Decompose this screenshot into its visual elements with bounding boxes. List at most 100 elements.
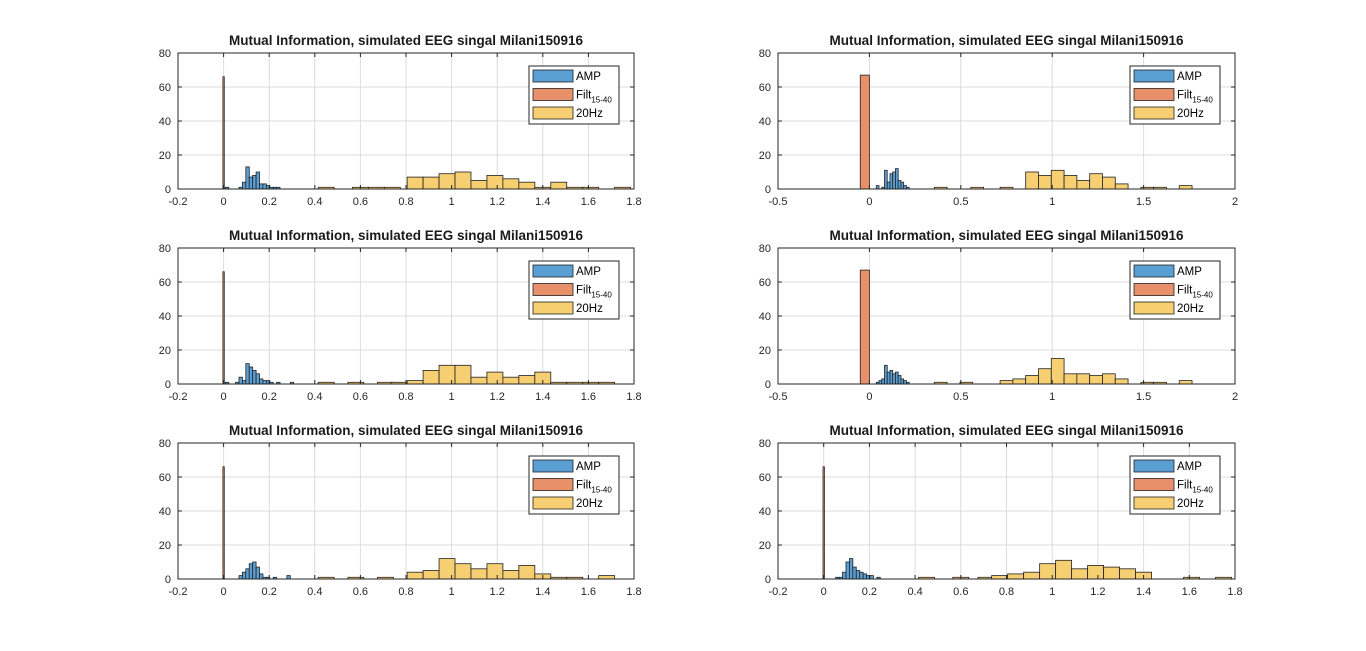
series-amp <box>835 558 881 580</box>
legend-swatch <box>1133 459 1175 473</box>
y-tick-label: 60 <box>159 472 171 484</box>
x-tick-label: 2 <box>1232 196 1238 208</box>
histogram-bar <box>422 176 440 190</box>
histogram-bar <box>259 378 264 385</box>
histogram-bar <box>1102 373 1116 385</box>
x-tick-label: 0 <box>866 196 872 208</box>
legend-entry: AMP <box>1177 461 1202 473</box>
histogram-bar <box>252 174 257 190</box>
legend-swatch <box>1133 88 1175 101</box>
histogram-bar <box>1063 373 1078 385</box>
histogram-bar <box>255 373 260 385</box>
histogram-bar <box>878 380 883 385</box>
subplot-1: -0.2 0 0.2 0.4 0.6 0.8 1 1.2 1.4 1.6 1.8020406080M… <box>159 33 642 208</box>
histogram-bar <box>1023 571 1041 580</box>
x-tick-label: 0.2 <box>262 586 277 598</box>
x-tick-label: 1.2 <box>490 196 505 208</box>
y-tick-label: 0 <box>765 574 771 586</box>
histogram-bar <box>245 166 250 190</box>
histogram-bar <box>822 466 825 580</box>
legend-entry: AMP <box>576 266 601 278</box>
histogram-bar <box>903 185 907 190</box>
legend-entry: AMP <box>576 71 601 83</box>
x-tick-label: 0 <box>821 586 827 598</box>
histogram-bar <box>245 363 250 385</box>
x-tick-label: 0.4 <box>907 586 922 598</box>
x-tick-label: 0.8 <box>398 391 413 403</box>
histogram-bar <box>1087 565 1105 580</box>
histogram-bar <box>454 171 472 190</box>
series-filt <box>822 466 825 580</box>
y-tick-label: 60 <box>759 472 771 484</box>
y-tick-label: 20 <box>759 540 771 552</box>
y-tick-label: 60 <box>759 82 771 94</box>
series-filt <box>222 76 225 190</box>
x-tick-label: 1 <box>449 586 455 598</box>
legend-entry: 20Hz <box>1177 108 1204 120</box>
x-tick-label: 0 <box>221 196 227 208</box>
histogram-bar <box>248 563 254 580</box>
histogram-bar <box>406 380 424 385</box>
legend-entry: 20Hz <box>1177 303 1204 315</box>
subplot-5: -0.2 0 0.2 0.4 0.6 0.8 1 1.2 1.4 1.6 1.8020406080M… <box>159 423 642 598</box>
histogram-bar <box>255 171 260 190</box>
histogram-bar <box>897 180 902 190</box>
x-tick-label: 1 <box>449 391 455 403</box>
y-tick-label: 80 <box>159 438 171 450</box>
chart-title: Mutual Information, simulated EEG singal… <box>829 423 1184 438</box>
x-tick-label: 1.4 <box>535 586 550 598</box>
histogram-bar <box>895 168 899 190</box>
legend-entry: 20Hz <box>1177 498 1204 510</box>
histogram-bar <box>855 570 861 580</box>
chart-title: Mutual Information, simulated EEG singal… <box>229 423 584 438</box>
histogram-bar <box>1025 171 1039 190</box>
series-20hz <box>317 364 616 385</box>
y-tick-label: 0 <box>765 184 771 196</box>
legend-swatch <box>1133 478 1175 491</box>
histogram-bar <box>245 568 250 580</box>
x-tick-label: 2 <box>1232 391 1238 403</box>
y-tick-label: 80 <box>159 243 171 255</box>
x-tick-label: -0.5 <box>769 196 788 208</box>
legend-swatch <box>532 496 574 510</box>
histogram-bar <box>550 181 568 190</box>
x-tick-label: 1.6 <box>581 391 596 403</box>
histogram-bar <box>1178 185 1193 190</box>
histogram-bar <box>422 570 440 580</box>
x-tick-label: 0.6 <box>353 586 368 598</box>
y-tick-label: 80 <box>759 48 771 60</box>
histogram-bar <box>1089 173 1103 190</box>
x-tick-label: 0 <box>866 391 872 403</box>
histogram-bar <box>252 369 257 385</box>
y-tick-label: 60 <box>759 277 771 289</box>
histogram-bar <box>842 571 847 580</box>
y-tick-label: 0 <box>165 574 171 586</box>
histogram-bar <box>845 561 850 580</box>
y-tick-label: 20 <box>159 150 171 162</box>
histogram-bar <box>1071 568 1089 580</box>
x-tick-label: 1.5 <box>1136 196 1151 208</box>
x-tick-label: 0.2 <box>262 196 277 208</box>
histogram-bar <box>1025 375 1039 385</box>
histogram-bar <box>1007 573 1025 580</box>
histogram-bar <box>881 378 885 385</box>
histogram-bar <box>999 380 1014 385</box>
series-filt <box>222 466 225 580</box>
histogram-bar <box>1063 174 1078 190</box>
histogram-bar <box>242 181 247 190</box>
histogram-bar <box>259 573 264 580</box>
x-tick-label: 1 <box>1049 391 1055 403</box>
histogram-bar <box>852 566 857 580</box>
histogram-bar <box>470 180 488 190</box>
legend-swatch <box>1133 283 1175 296</box>
histogram-bar <box>900 181 905 190</box>
series-filt <box>859 269 870 385</box>
legend-entry: AMP <box>1177 266 1202 278</box>
legend-swatch <box>532 301 574 315</box>
x-tick-label: 1.2 <box>490 391 505 403</box>
